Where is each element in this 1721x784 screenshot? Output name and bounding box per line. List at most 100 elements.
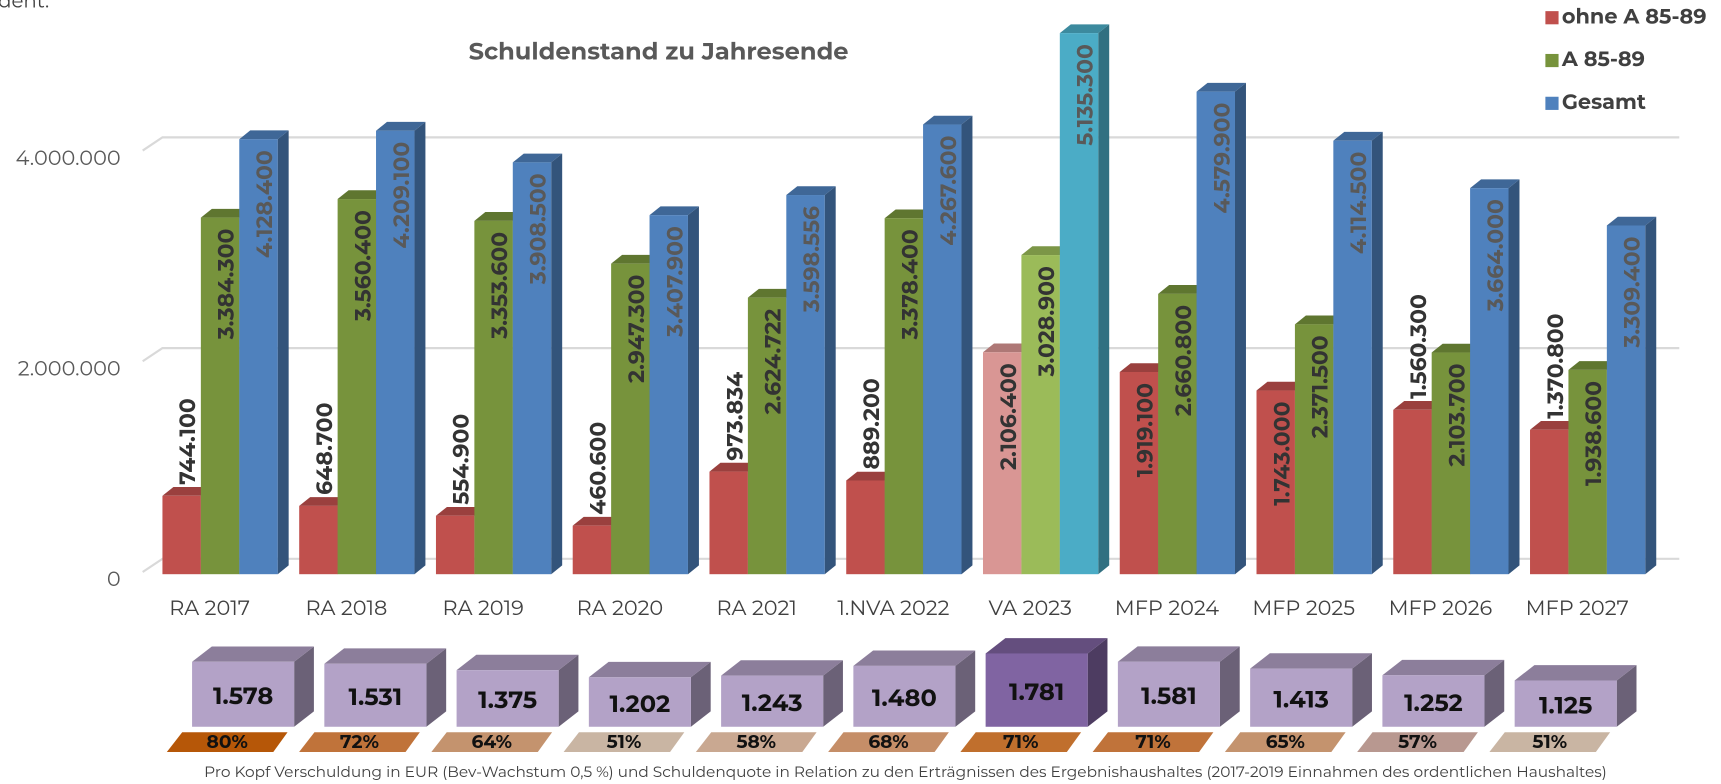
data-label: 2.947.300 bbox=[623, 275, 650, 383]
box-top bbox=[456, 654, 579, 671]
debt-ratio-tile bbox=[563, 732, 685, 753]
bar-front bbox=[337, 199, 377, 575]
per-capita-box bbox=[588, 661, 711, 727]
box-front bbox=[1117, 661, 1220, 727]
box-side bbox=[294, 646, 314, 727]
debt-ratio-tile bbox=[166, 732, 288, 753]
bar-top bbox=[1119, 363, 1170, 372]
data-label: 1.743.000 bbox=[1268, 401, 1295, 505]
bar-front bbox=[512, 162, 552, 575]
data-label: 5.135.300 bbox=[1072, 44, 1099, 146]
footnote: Pro Kopf Verschuldung in EUR (Bev-Wachst… bbox=[204, 762, 1607, 781]
box-top bbox=[1514, 665, 1637, 681]
data-label: 1.370.800 bbox=[1542, 313, 1569, 418]
bar-front bbox=[474, 220, 513, 575]
chart-title: Schuldenstand zu Jahresende bbox=[469, 37, 849, 66]
box-side bbox=[690, 661, 711, 727]
per-capita-label: 1.578 bbox=[213, 682, 273, 711]
bar-front bbox=[1158, 293, 1197, 575]
annotation: ordent. bbox=[0, 0, 49, 13]
bar-front bbox=[649, 215, 688, 575]
x-tick-label: RA 2018 bbox=[305, 596, 387, 621]
bar-front bbox=[1256, 390, 1295, 575]
debt-ratio-label: 72% bbox=[340, 730, 379, 753]
bar-front bbox=[200, 217, 240, 575]
per-capita-label: 1.202 bbox=[609, 690, 670, 719]
bar-side bbox=[1098, 24, 1110, 575]
bar-front bbox=[884, 218, 924, 575]
debt-ratio-label: 68% bbox=[868, 730, 908, 753]
per-capita-box bbox=[985, 638, 1108, 727]
bar-top bbox=[649, 206, 699, 216]
debt-ratio-tile bbox=[1357, 732, 1478, 753]
legend-label: Gesamt bbox=[1562, 90, 1646, 115]
legend-label: A 85-89 bbox=[1561, 47, 1645, 72]
bar bbox=[1470, 179, 1520, 575]
grid-line bbox=[142, 136, 1680, 152]
bar-front bbox=[1059, 33, 1099, 575]
bar-top bbox=[884, 209, 935, 219]
bar-top bbox=[786, 186, 836, 196]
per-capita-label: 1.781 bbox=[1009, 678, 1064, 707]
per-capita-box bbox=[456, 654, 579, 727]
debt-ratio-tile bbox=[1224, 732, 1346, 753]
bar-top bbox=[1568, 361, 1618, 370]
per-capita-label: 1.252 bbox=[1404, 689, 1463, 718]
data-label: 1.919.100 bbox=[1132, 383, 1159, 477]
box-side bbox=[558, 654, 579, 727]
bar-front bbox=[1333, 140, 1372, 575]
bar-front bbox=[435, 515, 475, 575]
bar-front bbox=[786, 195, 825, 575]
bar-top bbox=[982, 343, 1033, 353]
box-top bbox=[1117, 646, 1240, 662]
data-label: 744.100 bbox=[174, 398, 201, 485]
debt-ratio-label: 71% bbox=[1003, 730, 1038, 753]
box-front bbox=[853, 665, 956, 727]
per-capita-box bbox=[721, 660, 843, 727]
bar-top bbox=[1393, 401, 1443, 410]
data-label: 889.200 bbox=[858, 378, 885, 469]
bar-top bbox=[239, 130, 289, 140]
data-label: 2.371.500 bbox=[1307, 335, 1334, 438]
bar-top bbox=[337, 190, 388, 200]
bar-top bbox=[1256, 381, 1306, 391]
data-label: 3.598.556 bbox=[798, 206, 825, 313]
legend-swatch bbox=[1545, 96, 1559, 110]
box-front bbox=[721, 675, 824, 727]
bar-top bbox=[747, 288, 798, 298]
box-top bbox=[721, 660, 843, 676]
box-front bbox=[1250, 668, 1353, 727]
bar-side bbox=[414, 121, 426, 575]
debt-ratio-label: 71% bbox=[1135, 730, 1170, 753]
bar-top bbox=[1294, 315, 1345, 325]
x-tick-label: MFP 2025 bbox=[1252, 596, 1355, 621]
bar-side bbox=[961, 115, 973, 575]
debt-ratio-label: 64% bbox=[471, 730, 512, 753]
per-capita-label: 1.243 bbox=[742, 689, 803, 718]
x-tick-label: MFP 2026 bbox=[1389, 596, 1493, 621]
x-tick-label: RA 2021 bbox=[716, 596, 796, 621]
bar-front bbox=[611, 263, 650, 575]
data-label: 3.407.900 bbox=[661, 226, 688, 338]
bar-top bbox=[1196, 82, 1246, 92]
bar-top bbox=[846, 471, 896, 481]
debt-ratio-label: 51% bbox=[1532, 730, 1567, 753]
x-tick-label: RA 2020 bbox=[577, 596, 664, 621]
bar-top bbox=[709, 462, 759, 472]
box-side bbox=[1484, 659, 1505, 727]
data-label: 4.114.500 bbox=[1345, 152, 1372, 254]
bar-front bbox=[162, 495, 201, 575]
y-tick-label: 4.000.000 bbox=[16, 146, 121, 171]
box-side bbox=[955, 650, 976, 727]
data-label: 460.600 bbox=[585, 422, 612, 515]
data-label: 554.900 bbox=[448, 414, 475, 505]
data-label: 3.908.500 bbox=[525, 173, 552, 285]
bar-front bbox=[376, 130, 415, 575]
bar-front bbox=[1119, 371, 1159, 575]
data-label: 2.106.400 bbox=[995, 363, 1022, 470]
y-tick-label: 0 bbox=[107, 567, 121, 592]
bar-top bbox=[512, 153, 563, 163]
box-front bbox=[1514, 680, 1617, 727]
data-label: 648.700 bbox=[311, 402, 338, 494]
